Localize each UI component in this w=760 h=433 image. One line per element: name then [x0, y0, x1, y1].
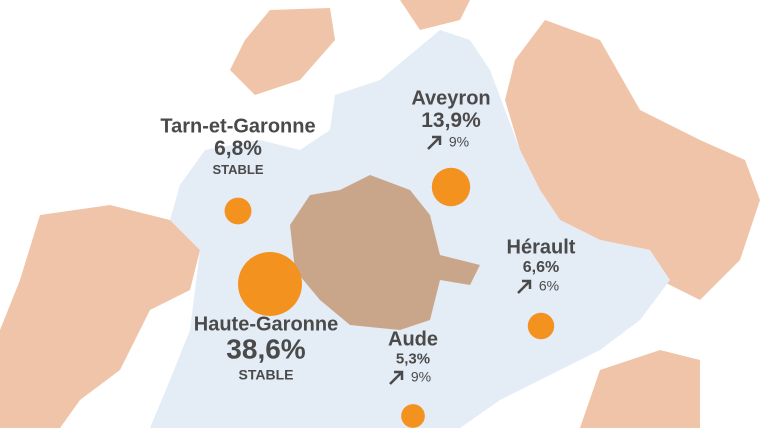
trend: 9%	[449, 134, 469, 150]
trend-arrow	[389, 370, 404, 385]
bubble	[238, 252, 302, 316]
share: 38,6%	[226, 333, 305, 364]
bubble	[224, 197, 252, 225]
neighbour	[580, 350, 700, 428]
share: 13,9%	[421, 109, 481, 132]
trend-arrow	[427, 135, 442, 150]
share: 6,8%	[214, 137, 262, 160]
share: 6,6%	[523, 259, 559, 276]
bubble	[431, 167, 471, 207]
neighbour	[505, 20, 760, 300]
trend: STABLE	[239, 367, 294, 383]
central-region	[290, 175, 480, 330]
region-name: Tarn-et-Garonne	[160, 115, 315, 137]
trend: STABLE	[212, 162, 263, 177]
region-name: Aveyron	[411, 87, 490, 109]
neighbour	[400, 0, 470, 30]
share: 5,3%	[396, 350, 430, 367]
region-name: Haute-Garonne	[194, 313, 338, 335]
region-name: Hérault	[507, 236, 576, 258]
trend: 9%	[411, 369, 431, 385]
region-name: Aude	[388, 328, 438, 350]
bubble	[401, 404, 425, 428]
neighbour	[0, 205, 200, 428]
neighbour	[230, 8, 335, 95]
bubble	[527, 312, 555, 340]
trend-arrow	[517, 279, 532, 294]
trend: 6%	[539, 278, 559, 294]
